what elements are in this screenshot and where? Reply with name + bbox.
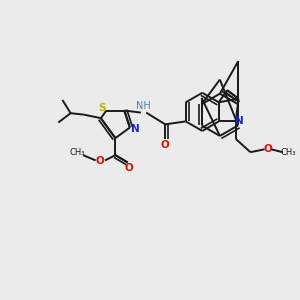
- Text: O: O: [125, 163, 134, 173]
- Text: O: O: [161, 140, 170, 150]
- Text: S: S: [98, 103, 106, 112]
- Text: CH₃: CH₃: [281, 148, 296, 157]
- Text: O: O: [96, 156, 104, 166]
- Text: CH₃: CH₃: [70, 148, 85, 157]
- Text: N: N: [131, 124, 140, 134]
- Text: O: O: [264, 144, 272, 154]
- Text: NH: NH: [136, 101, 151, 111]
- Text: N: N: [235, 116, 244, 126]
